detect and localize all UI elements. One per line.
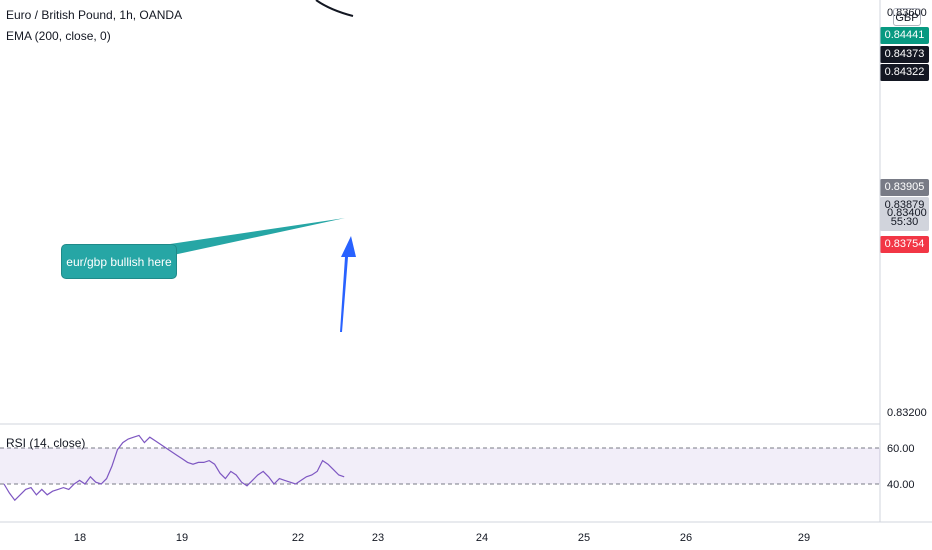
time-axis-tick-5: 25 — [578, 532, 590, 544]
price-axis-tick-4: 0.83400 — [887, 207, 927, 219]
time-axis-tick-2: 22 — [292, 532, 304, 544]
callout-pointer — [150, 218, 345, 260]
time-axis-tick-1: 19 — [176, 532, 188, 544]
price-tag-bg-3 — [880, 179, 929, 196]
time-axis-tick-7: 29 — [798, 532, 810, 544]
price-tag-ema: 0.83905 — [880, 179, 929, 196]
symbol-title[interactable]: Euro / British Pound, 1h, OANDA — [6, 8, 183, 22]
rsi-band — [0, 448, 880, 484]
blue-arrow — [340, 236, 356, 332]
price-tag-bg-2 — [880, 64, 929, 81]
time-axis-tick-0: 18 — [74, 532, 86, 544]
price-tag-stop: 0.83754 — [880, 236, 929, 253]
price-tag-stop-value: 0.83754 — [884, 238, 925, 250]
drawing-stroke — [315, 0, 354, 17]
price-axis-tick-5: 0.83200 — [887, 407, 927, 419]
price-axis-tick-3: 0.83600 — [887, 7, 927, 19]
price-tag-bg-5 — [880, 236, 929, 253]
price-tag-last: 0.83879 55:30 — [880, 197, 929, 231]
annotation-callout[interactable]: eur/gbp bullish here — [61, 244, 177, 279]
price-tag-target-value: 0.84441 — [884, 29, 925, 41]
price-tag-last-value: 0.83879 — [884, 199, 925, 211]
ema-indicator-label[interactable]: EMA (200, close, 0) — [6, 29, 111, 43]
time-axis-tick-4: 24 — [476, 532, 488, 544]
currency-badge[interactable]: GBP — [893, 8, 921, 26]
price-tag-target: 0.84441 — [880, 27, 929, 44]
price-tag-bg-0 — [880, 27, 929, 44]
price-tag-ema-value: 0.83905 — [884, 181, 925, 193]
price-tag-line-1: 0.84373 — [880, 46, 929, 63]
price-tag-bg-4 — [880, 197, 929, 231]
price-tag-line-2-value: 0.84322 — [884, 66, 925, 78]
time-axis-tick-6: 26 — [680, 532, 692, 544]
price-tag-bg-1 — [880, 46, 929, 63]
rsi-indicator-label[interactable]: RSI (14, close) — [6, 436, 86, 450]
price-tag-line-2: 0.84322 — [880, 64, 929, 81]
rsi-axis-tick-0: 60.00 — [887, 443, 915, 455]
rsi-axis-tick-1: 40.00 — [887, 479, 915, 491]
price-tag-countdown: 55:30 — [890, 216, 919, 228]
time-axis-tick-3: 23 — [372, 532, 384, 544]
rsi-line — [3, 434, 345, 502]
price-tag-line-1-value: 0.84373 — [884, 48, 925, 60]
